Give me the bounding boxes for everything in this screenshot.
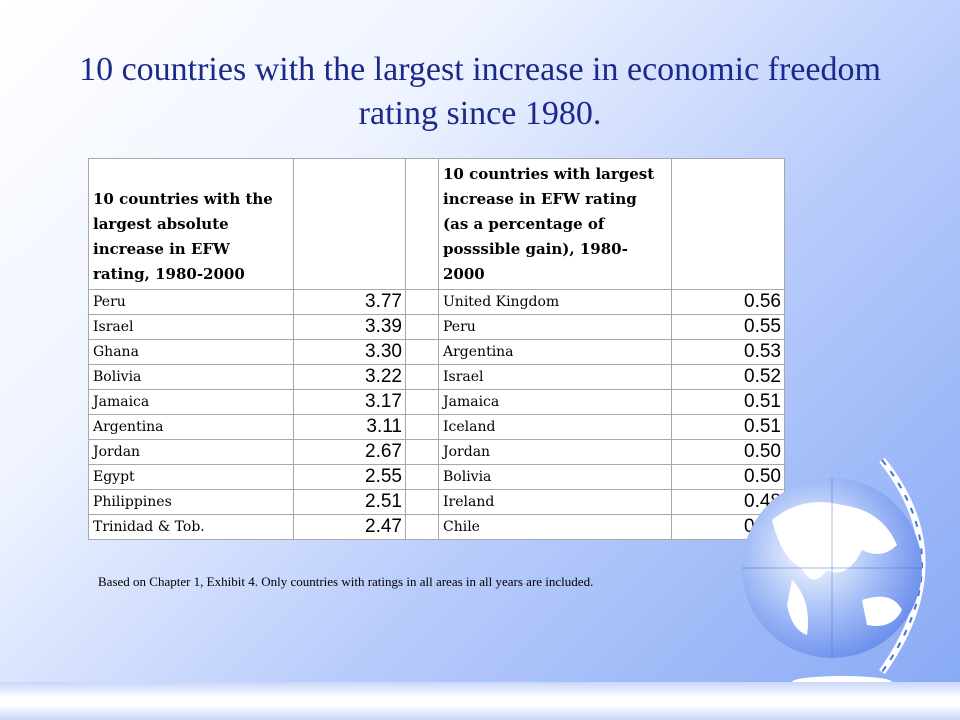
value-cell: 3.77 [293,289,406,315]
country-cell: Jordan [438,439,672,465]
country-cell: Jordan [88,439,294,465]
country-cell: Jamaica [88,389,294,415]
spacer-cell [405,414,439,440]
country-cell: Bolivia [438,464,672,490]
value-cell: 3.30 [293,339,406,365]
bottom-bar [0,682,960,720]
spacer-cell [405,439,439,465]
spacer-cell [405,364,439,390]
country-cell: Israel [438,364,672,390]
value-cell: 0.50 [671,464,785,490]
value-cell: 0.51 [671,389,785,415]
value-cell: 2.47 [293,514,406,540]
table-row: Philippines 2.51 Ireland 0.48 [88,489,785,515]
country-cell: Chile [438,514,672,540]
spacer-cell [405,314,439,340]
country-cell: Egypt [88,464,294,490]
country-cell: Argentina [88,414,294,440]
country-cell: Iceland [438,414,672,440]
spacer-cell [405,289,439,315]
spacer-cell [405,514,439,540]
table-row: Jordan 2.67 Jordan 0.50 [88,439,785,465]
table-row: Ghana 3.30 Argentina 0.53 [88,339,785,365]
table-body: Peru 3.77 United Kingdom 0.56 Israel 3.39 Peru… [88,289,785,540]
value-cell: 2.67 [293,439,406,465]
country-cell: Argentina [438,339,672,365]
footnote: Based on Chapter 1, Exhibit 4. Only coun… [98,574,594,589]
slide-title: 10 countries with the largest increase i… [79,51,881,132]
value-cell: 0.56 [671,289,785,315]
table-row: Bolivia 3.22 Israel 0.52 [88,364,785,390]
country-cell: Peru [88,289,294,315]
value-cell: 0.51 [671,414,785,440]
spacer-cell [405,389,439,415]
value-cell: 3.11 [293,414,406,440]
country-cell: Ireland [438,489,672,515]
country-cell: Philippines [88,489,294,515]
country-cell: United Kingdom [438,289,672,315]
spacer-cell [405,489,439,515]
value-cell: 3.39 [293,314,406,340]
header-blank-cell [671,158,785,290]
globe-icon [742,457,926,694]
country-cell: Jamaica [438,389,672,415]
table-row: Argentina 3.11 Iceland 0.51 [88,414,785,440]
value-cell: 3.17 [293,389,406,415]
header-blank-cell [293,158,406,290]
country-cell: Peru [438,314,672,340]
country-cell: Trinidad & Tob. [88,514,294,540]
table-row: Israel 3.39 Peru 0.55 [88,314,785,340]
header-percentage-increase: 10 countries with largest increase in EF… [438,158,672,290]
table-row: Jamaica 3.17 Jamaica 0.51 [88,389,785,415]
spacer-cell [405,158,439,290]
value-cell: 0.52 [671,364,785,390]
value-cell: 2.51 [293,489,406,515]
table-row: Peru 3.77 United Kingdom 0.56 [88,289,785,315]
value-cell: 0.55 [671,314,785,340]
value-cell: 2.55 [293,464,406,490]
table-row: Trinidad & Tob.2.47Chile0.48 [88,514,785,540]
country-cell: Israel [88,314,294,340]
table-header-row: 10 countries with the largest absolute i… [88,158,785,290]
spacer-cell [405,339,439,365]
value-cell: 3.22 [293,364,406,390]
country-cell: Bolivia [88,364,294,390]
country-cell: Ghana [88,339,294,365]
header-absolute-increase: 10 countries with the largest absolute i… [88,158,294,290]
value-cell: 0.53 [671,339,785,365]
value-cell: 0.50 [671,439,785,465]
efw-table: 10 countries with the largest absolute i… [88,158,785,540]
spacer-cell [405,464,439,490]
table-row: Egypt 2.55 Bolivia 0.50 [88,464,785,490]
